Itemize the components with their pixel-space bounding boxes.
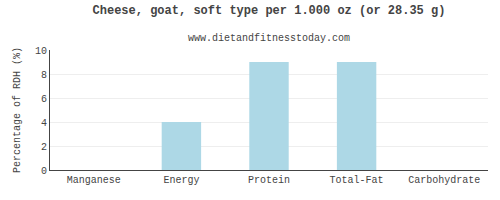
- svg-text:Manganese: Manganese: [67, 175, 121, 186]
- svg-text:4: 4: [41, 118, 47, 129]
- svg-text:8: 8: [41, 70, 47, 81]
- svg-text:Cheese, goat, soft type per 1.: Cheese, goat, soft type per 1.000 oz (or…: [93, 4, 446, 18]
- svg-text:Energy: Energy: [163, 175, 199, 186]
- svg-text:Carbohydrate: Carbohydrate: [408, 175, 480, 186]
- svg-text:Protein: Protein: [248, 175, 290, 186]
- svg-text:6: 6: [41, 94, 47, 105]
- svg-text:0: 0: [41, 166, 47, 177]
- svg-text:Total-Fat: Total-Fat: [330, 175, 384, 186]
- svg-text:www.dietandfitnesstoday.com: www.dietandfitnesstoday.com: [188, 33, 350, 44]
- svg-text:10: 10: [35, 46, 47, 57]
- svg-text:Percentage of RDH (%): Percentage of RDH (%): [12, 47, 23, 173]
- svg-text:2: 2: [41, 142, 47, 153]
